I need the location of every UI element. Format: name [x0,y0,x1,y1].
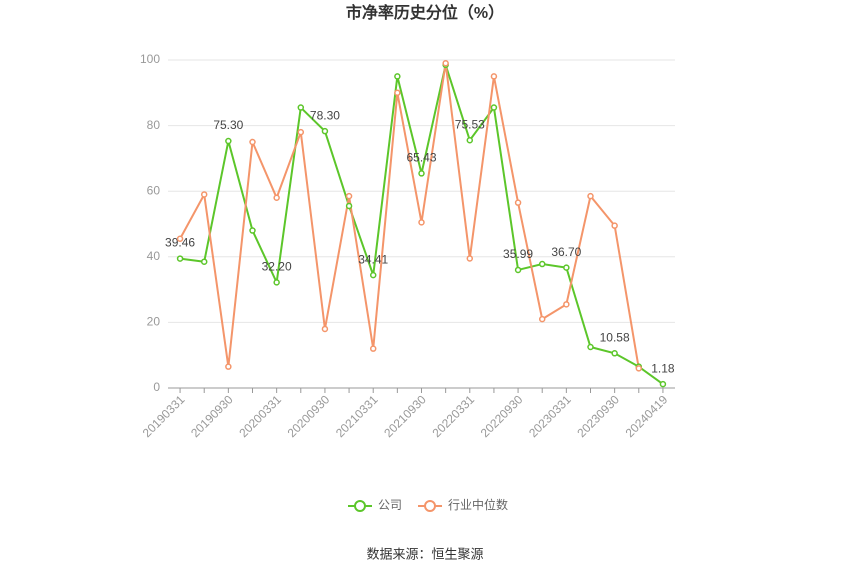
point [249,227,256,234]
point [418,219,425,226]
y-tick-label: 80 [147,118,161,132]
point [273,279,280,286]
x-tick-label: 20230930 [574,392,622,440]
point [297,128,305,136]
legend-marker [424,500,437,512]
data-label: 10.58 [600,330,630,344]
point [563,264,570,271]
y-tick-label: 20 [147,315,161,329]
point [490,73,498,80]
x-tick-label: 20210930 [381,392,429,440]
point [538,260,546,268]
point [611,222,618,229]
data-label: 65.43 [406,151,436,165]
point [587,343,594,351]
y-tick-label: 60 [147,183,161,197]
point [466,137,474,144]
point [176,235,184,243]
x-tick-label: 20220930 [478,392,526,440]
legend-label: 行业中位数 [448,497,508,512]
point [394,89,401,97]
point [249,138,256,146]
point [225,363,232,370]
data-label: 78.30 [310,108,340,122]
legend-item: 行业中位数 [418,497,508,512]
point [176,255,184,262]
x-tick-label: 20190331 [140,392,188,440]
x-tick-label: 20190930 [188,392,236,440]
data-label: 75.53 [455,117,485,131]
x-tick-label: 20220331 [429,392,477,440]
point [563,301,570,308]
point [635,365,643,372]
source: 数据来源：恒生聚源 [366,546,483,561]
data-label: 75.30 [213,118,243,132]
y-tick-label: 40 [147,249,161,263]
data-label: 36.70 [551,245,581,259]
point [200,258,208,265]
point [321,325,329,333]
point [466,255,474,262]
point [273,194,280,202]
x-tick-label: 20240419 [623,392,671,440]
point [369,345,377,352]
data-label: 32.20 [262,260,292,274]
x-tick-label: 20230331 [526,392,574,440]
point [225,137,232,145]
data-label: 34.41 [358,252,388,266]
point [514,266,522,274]
point [587,192,594,200]
point [659,380,667,388]
point [394,73,401,80]
x-tick-label: 20200930 [285,392,333,440]
x-tick-label: 20200331 [236,392,284,440]
point [611,350,618,357]
point [442,60,449,67]
series-line [179,63,640,369]
x-tick-label: 20210331 [333,392,381,440]
y-tick-label: 0 [153,380,160,394]
legend-marker [354,500,366,512]
legend-item: 公司 [348,498,402,512]
point [514,199,522,206]
point [490,104,498,111]
point [345,202,353,210]
point [538,315,546,323]
data-label: 35.99 [503,247,533,261]
point [418,170,425,177]
point [369,271,377,279]
point [297,104,305,111]
data-label: 39.46 [165,236,195,250]
y-tick-label: 100 [140,52,160,66]
point [321,127,329,135]
point [345,192,353,200]
chart-title: 市净率历史分位（%） [346,3,504,22]
legend-label: 公司 [378,498,402,512]
point [200,191,208,198]
data-label: 1.18 [651,361,675,375]
